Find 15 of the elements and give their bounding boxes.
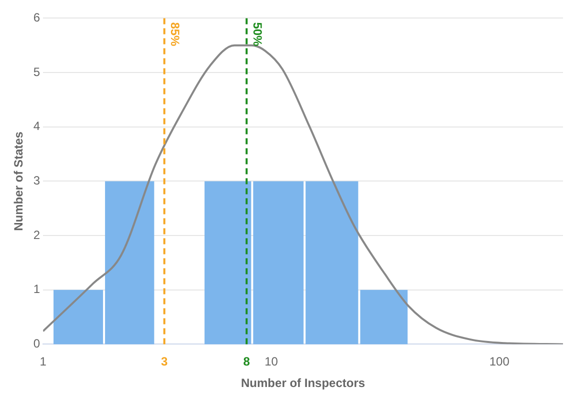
y-tick-label: 2: [33, 228, 40, 242]
annotation: 50%: [250, 22, 264, 47]
y-tick-label: 1: [33, 282, 40, 296]
annotation: 85%: [168, 22, 182, 47]
y-tick-label: 5: [33, 64, 40, 79]
y-tick-label: 3: [33, 174, 40, 188]
x-tick-label: 3: [160, 354, 168, 369]
x-tick-label: 8: [243, 354, 250, 369]
x-axis-title: Number of Inspectors: [241, 376, 366, 390]
y-axis-title: Number of States: [12, 131, 26, 231]
y-tick-label: 4: [33, 119, 40, 134]
y-tick-label: 6: [33, 10, 40, 25]
x-tick-label: 10: [264, 354, 278, 369]
x-tick-label: 100: [489, 354, 510, 369]
y-tick-label: 0: [33, 336, 40, 351]
